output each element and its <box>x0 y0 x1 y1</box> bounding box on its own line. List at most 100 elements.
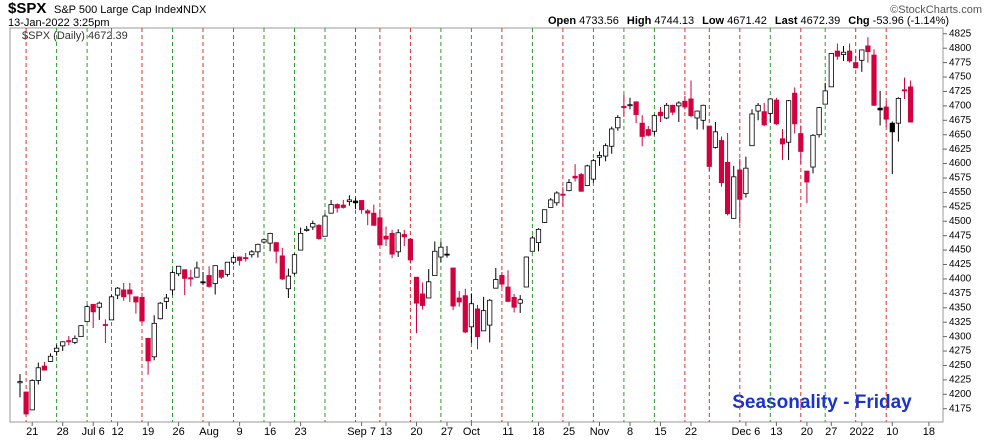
candle-body <box>322 215 328 237</box>
candle-body <box>651 115 658 132</box>
candle-body <box>60 341 66 347</box>
candle-body <box>145 337 151 362</box>
candle-body <box>157 302 163 320</box>
candle-body <box>548 199 554 208</box>
credit: ©StockCharts.com <box>890 4 982 16</box>
candle-body <box>426 281 432 299</box>
candle-body <box>456 297 462 303</box>
candle-body <box>249 251 255 256</box>
candle-body <box>78 325 84 338</box>
candle-body <box>603 145 609 157</box>
quote-value: -53.96 (-1.14%) <box>873 15 949 27</box>
candle-body <box>462 295 468 333</box>
x-tick-label: 18 <box>532 426 544 438</box>
x-tick-label: Jul 6 <box>82 426 105 438</box>
symbol: $SPX <box>8 0 46 17</box>
candle-body <box>743 167 749 194</box>
candle-body <box>54 347 60 353</box>
candle-body <box>554 192 560 204</box>
candle-body <box>834 50 841 57</box>
x-tick-label: 16 <box>264 426 276 438</box>
candle-body <box>133 296 139 303</box>
x-tick-label: Dec 6 <box>732 426 761 438</box>
x-tick-label: 21 <box>26 426 38 438</box>
candle-body <box>499 275 505 285</box>
candle-body <box>66 340 72 343</box>
x-tick-label: 26 <box>172 426 184 438</box>
candle-body <box>773 99 780 125</box>
legend: $SPX (Daily) 4672.39 <box>22 30 128 42</box>
candle-body <box>401 234 407 238</box>
candle-body <box>243 257 249 259</box>
candle-body <box>725 162 731 215</box>
quote-value: 4744.13 <box>654 15 694 27</box>
candle-body <box>718 140 725 184</box>
quote-bar: Open 4733.56 High 4744.13 Low 4671.42 Last 4672… <box>548 15 949 27</box>
candle-body <box>615 117 621 129</box>
candle-body <box>389 232 395 255</box>
quote-label: Low <box>702 15 724 27</box>
candle-body <box>395 232 401 253</box>
y-tick-label: 4575 <box>949 173 972 184</box>
exchange: INDX <box>180 4 207 16</box>
x-tick-label: 27 <box>441 426 453 438</box>
candle-body <box>560 193 566 196</box>
x-tick-label: 28 <box>57 426 69 438</box>
candle-body <box>804 170 810 183</box>
candle-body <box>627 104 633 107</box>
candle-body <box>590 160 597 180</box>
candle-body <box>529 237 536 252</box>
candle-body <box>542 209 548 223</box>
candle-body <box>767 98 773 114</box>
x-tick-label: 15 <box>654 426 666 438</box>
candle-body <box>413 276 420 304</box>
candle-body <box>84 306 90 323</box>
x-tick-label: 27 <box>825 426 837 438</box>
candle-body <box>365 210 371 214</box>
candle-body <box>304 228 310 231</box>
y-tick-label: 4175 <box>949 403 972 414</box>
candle-body <box>578 174 584 192</box>
y-tick-label: 4700 <box>949 101 972 112</box>
y-tick-label: 4375 <box>949 288 972 299</box>
y-tick-label: 4800 <box>949 43 972 54</box>
y-tick-label: 4725 <box>949 86 972 97</box>
candle-body <box>535 228 542 243</box>
x-tick-label: 19 <box>142 426 154 438</box>
candle-body <box>291 254 298 274</box>
candle-body <box>645 129 651 136</box>
candle-body <box>47 355 54 362</box>
x-tick-label: 18 <box>923 426 935 438</box>
quote-value: 4671.42 <box>727 15 767 27</box>
candle-body <box>712 131 719 148</box>
candle-body <box>35 367 41 381</box>
candle-body <box>889 122 895 133</box>
x-tick-label: 20 <box>801 426 813 438</box>
candle-body <box>908 86 914 123</box>
candle-body <box>468 303 475 328</box>
candle-body <box>261 239 267 243</box>
y-tick-label: 4625 <box>949 144 972 155</box>
x-tick-label: 22 <box>685 426 697 438</box>
quote-label: Chg <box>848 15 869 27</box>
candle-body <box>822 90 828 105</box>
candle-body <box>127 289 133 295</box>
candle-body <box>182 269 188 279</box>
candle-body <box>810 134 816 168</box>
x-tick-label: 12 <box>111 426 123 438</box>
candle-body <box>877 107 883 111</box>
candle-body <box>779 138 786 145</box>
candle-body <box>828 52 834 88</box>
candle-body <box>218 269 224 278</box>
y-tick-label: 4200 <box>949 389 972 400</box>
x-tick-label: 11 <box>502 426 513 438</box>
quote-value: 4672.39 <box>801 15 841 27</box>
candle-body <box>340 204 346 208</box>
x-tick-label: Nov <box>590 426 610 438</box>
candle-body <box>419 293 426 306</box>
quote-label: Last <box>775 15 798 27</box>
x-tick-label: 10 <box>886 426 898 438</box>
candle-body <box>493 279 499 289</box>
candle-body <box>786 100 792 143</box>
y-tick-label: 4675 <box>949 115 972 126</box>
